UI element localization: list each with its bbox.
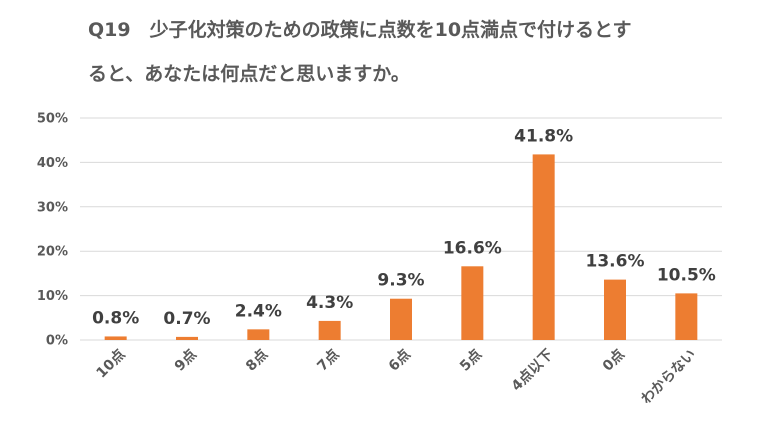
x-tick-label: 8点 <box>242 346 271 375</box>
bar <box>461 266 484 340</box>
data-label: 10.5% <box>657 265 716 285</box>
x-tick-label: 10点 <box>93 346 129 382</box>
y-tick-label: 20% <box>37 245 68 260</box>
bar <box>675 293 698 340</box>
x-tick-label: 6点 <box>385 346 414 375</box>
data-label: 0.8% <box>92 308 139 328</box>
y-tick-label: 40% <box>37 156 68 171</box>
data-label: 2.4% <box>235 301 282 321</box>
bar <box>104 336 127 340</box>
y-tick-label: 50% <box>37 112 68 127</box>
data-label: 0.7% <box>163 309 210 329</box>
title-line-1: Q19 少子化対策のための政策に点数を10点満点で付けるとす <box>88 19 632 41</box>
data-label: 9.3% <box>377 271 424 291</box>
data-label: 13.6% <box>586 252 645 272</box>
data-label: 4.3% <box>306 293 353 313</box>
x-tick-label: 5点 <box>456 346 485 375</box>
bar <box>247 329 270 340</box>
x-tick-label: 0点 <box>599 346 628 375</box>
bar <box>604 279 626 340</box>
y-tick-label: 30% <box>37 200 68 215</box>
x-tick-label: 9点 <box>171 346 200 375</box>
x-tick-label: 4点以下 <box>508 346 557 395</box>
chart-title: Q19 少子化対策のための政策に点数を10点満点で付けるとす ると、あなたは何点… <box>88 8 748 96</box>
bar <box>390 298 412 340</box>
data-label: 41.8% <box>514 126 573 146</box>
bar <box>318 320 341 340</box>
x-tick-label: わからない <box>638 347 699 408</box>
data-label: 16.6% <box>443 238 502 258</box>
y-tick-label: 10% <box>37 289 68 304</box>
bar <box>532 154 555 340</box>
y-tick-label: 0% <box>46 334 68 349</box>
bar <box>176 336 198 340</box>
title-line-2: ると、あなたは何点だと思いますか。 <box>88 63 410 85</box>
x-tick-label: 7点 <box>314 346 343 375</box>
